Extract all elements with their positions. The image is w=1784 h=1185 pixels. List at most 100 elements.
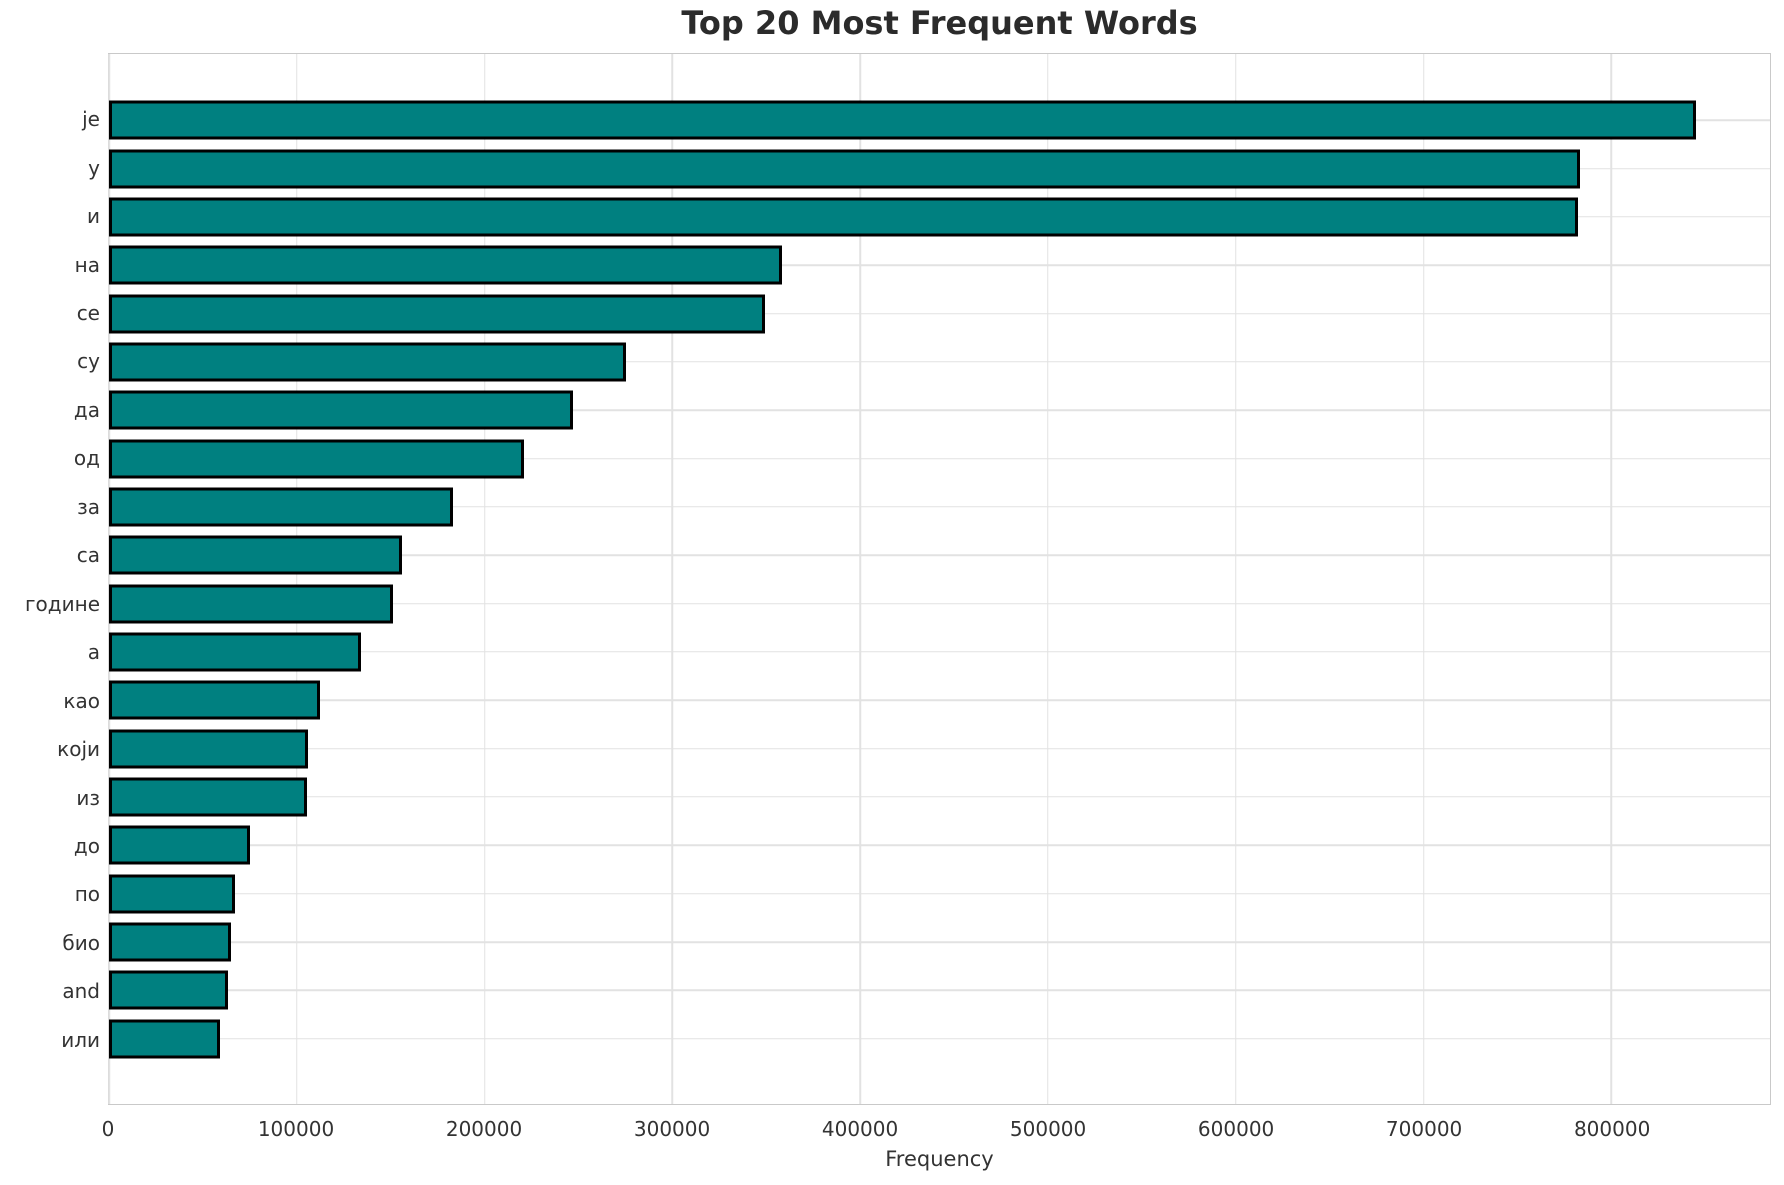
bar-row-у — [109, 144, 1770, 192]
bar-а — [109, 632, 361, 672]
gridline-y-који — [109, 747, 1770, 750]
y-tick-label-у: у — [88, 155, 100, 180]
bar-row-или — [109, 1015, 1770, 1063]
x-axis-label: Frequency — [885, 1147, 994, 1171]
y-tick-label-који: који — [57, 737, 100, 762]
bar-row-је — [109, 96, 1770, 144]
y-axis-labels: је у и на се су да од за са године а као који из до по би… — [0, 95, 100, 1064]
y-tick-label-за: за — [77, 494, 100, 519]
x-tick-label-400000: 400000 — [821, 1117, 899, 1141]
bar-по — [109, 874, 236, 914]
bar-and — [109, 970, 228, 1010]
y-tick-label-по: по — [74, 882, 100, 907]
bars-container — [109, 96, 1770, 1063]
y-tick-label-био: био — [62, 930, 100, 955]
bar-row-из — [109, 773, 1770, 821]
bar-row-до — [109, 821, 1770, 869]
gridline-x-0 — [108, 54, 110, 1104]
bar-из — [109, 777, 307, 817]
bar-row-који — [109, 724, 1770, 772]
chart-title: Top 20 Most Frequent Words — [681, 4, 1198, 42]
bar-и — [109, 197, 1578, 237]
y-tick-label-године: године — [25, 591, 100, 616]
bar-који — [109, 729, 309, 769]
bar-row-and — [109, 966, 1770, 1014]
x-tick-label-100000: 100000 — [257, 1117, 335, 1141]
gridline-x-500000 — [1047, 54, 1049, 1104]
y-tick-label-на: на — [74, 252, 100, 277]
x-tick-label-200000: 200000 — [445, 1117, 523, 1141]
gridline-x-300000 — [671, 54, 674, 1104]
bar-row-да — [109, 386, 1770, 434]
y-tick-label-а: а — [87, 640, 100, 665]
gridline-x-100000 — [296, 54, 298, 1104]
y-tick-label-је: је — [82, 107, 100, 132]
bar-row-на — [109, 241, 1770, 289]
bar-за — [109, 487, 454, 527]
y-tick-label-са: са — [76, 543, 100, 568]
bar-row-са — [109, 531, 1770, 579]
gridline-y-био — [109, 941, 1770, 943]
bar-row-се — [109, 289, 1770, 337]
bar-row-су — [109, 338, 1770, 386]
bar-row-по — [109, 870, 1770, 918]
gridline-y-као — [109, 699, 1770, 702]
y-tick-label-до: до — [73, 834, 100, 859]
y-tick-label-као: као — [63, 688, 100, 713]
gridline-y-се — [109, 312, 1770, 315]
bar-био — [109, 922, 232, 962]
x-tick-label-300000: 300000 — [633, 1117, 711, 1141]
x-axis-ticks: 0 100000 200000 300000 400000 500000 600000 700… — [102, 1117, 1771, 1145]
gridline-y-до — [109, 844, 1770, 847]
gridline-x-400000 — [859, 54, 861, 1104]
gridline-y-а — [109, 651, 1770, 653]
bar-или — [109, 1019, 221, 1059]
x-tick-label-700000: 700000 — [1385, 1117, 1463, 1141]
bar-row-као — [109, 676, 1770, 724]
bar-су — [109, 342, 626, 382]
y-tick-label-да: да — [73, 397, 100, 422]
gridline-y-за — [109, 506, 1770, 508]
gridline-y-да — [109, 409, 1770, 411]
gridline-y-од — [109, 457, 1770, 460]
y-tick-label-или: или — [61, 1027, 100, 1052]
bar-године — [109, 584, 393, 624]
x-tick-label-0: 0 — [101, 1117, 115, 1141]
bar-row-за — [109, 483, 1770, 531]
gridline-y-године — [109, 602, 1770, 605]
x-tick-label-600000: 600000 — [1197, 1117, 1275, 1141]
y-tick-label-се: се — [76, 301, 100, 326]
y-tick-label-су: су — [77, 349, 100, 374]
x-tick-label-800000: 800000 — [1573, 1117, 1651, 1141]
y-tick-label-од: од — [73, 446, 100, 471]
bar-до — [109, 825, 251, 865]
bar-од — [109, 439, 525, 479]
bar-row-и — [109, 193, 1770, 241]
gridline-x-600000 — [1234, 54, 1237, 1104]
bar-row-године — [109, 579, 1770, 627]
y-tick-label-из: из — [76, 785, 100, 810]
bar-row-од — [109, 434, 1770, 482]
y-tick-label-and: and — [62, 979, 100, 1004]
plot-area — [108, 53, 1771, 1105]
gridline-y-по — [109, 892, 1770, 895]
bar-са — [109, 535, 403, 575]
bar-је — [109, 100, 1697, 140]
gridline-y-из — [109, 796, 1770, 798]
gridline-y-на — [109, 264, 1770, 266]
gridline-y-са — [109, 554, 1770, 557]
gridline-x-200000 — [483, 54, 486, 1104]
bar-да — [109, 390, 574, 430]
gridline-y-and — [109, 989, 1770, 992]
x-tick-label-500000: 500000 — [1009, 1117, 1087, 1141]
bar-се — [109, 294, 765, 334]
gridline-y-су — [109, 361, 1770, 363]
bar-на — [109, 245, 782, 285]
bar-као — [109, 680, 320, 720]
gridline-x-700000 — [1422, 54, 1425, 1104]
gridline-y-или — [109, 1037, 1770, 1040]
bar-row-био — [109, 918, 1770, 966]
gridline-x-800000 — [1610, 54, 1613, 1104]
bar-у — [109, 149, 1580, 189]
y-tick-label-и: и — [87, 204, 100, 229]
